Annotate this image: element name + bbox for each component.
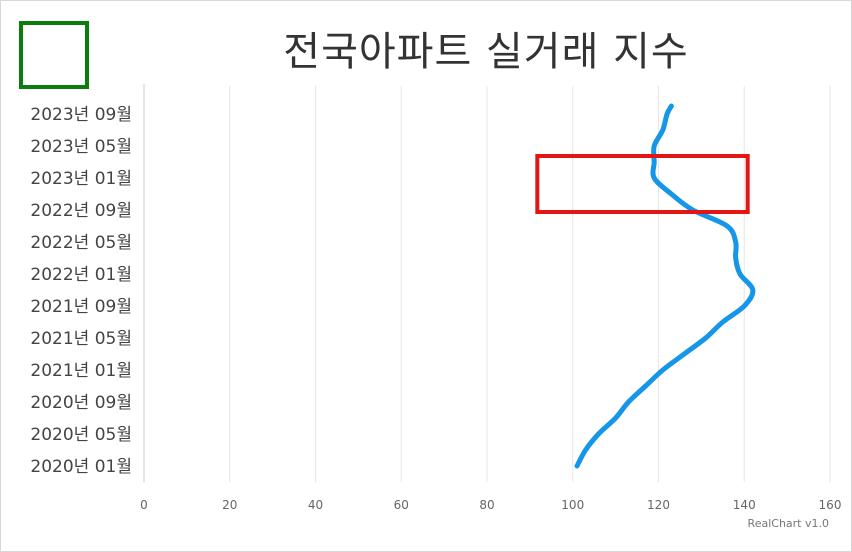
y-tick-label: 2023년 01월 xyxy=(30,169,132,189)
annotation-layer xyxy=(535,154,750,214)
x-tick-label: 80 xyxy=(479,498,494,512)
x-tick-label: 40 xyxy=(308,498,323,512)
x-tick-label: 140 xyxy=(733,498,756,512)
x-tick-label: 0 xyxy=(140,498,148,512)
y-tick-label: 2023년 05월 xyxy=(30,137,132,157)
y-tick-label: 2022년 09월 xyxy=(30,201,132,221)
y-tick-label: 2022년 01월 xyxy=(30,265,132,285)
annotation-box-0 xyxy=(535,154,750,214)
green-marker-box xyxy=(19,21,89,89)
y-tick-label: 2020년 01월 xyxy=(30,457,132,477)
gridlines xyxy=(229,86,831,482)
x-tick-label: 60 xyxy=(394,498,409,512)
y-tick-label: 2022년 05월 xyxy=(30,233,132,253)
x-tick-label: 120 xyxy=(647,498,670,512)
x-tick-label: 20 xyxy=(222,498,237,512)
y-tick-label: 2021년 01월 xyxy=(30,361,132,381)
series-line-0 xyxy=(574,103,756,469)
chart-title: 전국아파트 실거래 지수 xyxy=(283,29,689,75)
y-tick-label: 2021년 05월 xyxy=(30,329,132,349)
y-axis: 2020년 01월 2020년 05월 2020년 09월 2021년 01월 2021… xyxy=(30,84,145,482)
x-tick-label: 100 xyxy=(561,498,584,512)
x-axis: 0 20 40 60 80 100 120 140 160 xyxy=(140,498,841,512)
y-tick-label: 2020년 05월 xyxy=(30,425,132,445)
series-layer xyxy=(574,103,756,469)
y-tick-label: 2021년 09월 xyxy=(30,297,132,317)
y-tick-label: 2020년 09월 xyxy=(30,393,132,413)
x-tick-label: 160 xyxy=(819,498,842,512)
chart-credit: RealChart v1.0 xyxy=(747,517,829,530)
y-tick-label: 2023년 09월 xyxy=(30,105,132,125)
